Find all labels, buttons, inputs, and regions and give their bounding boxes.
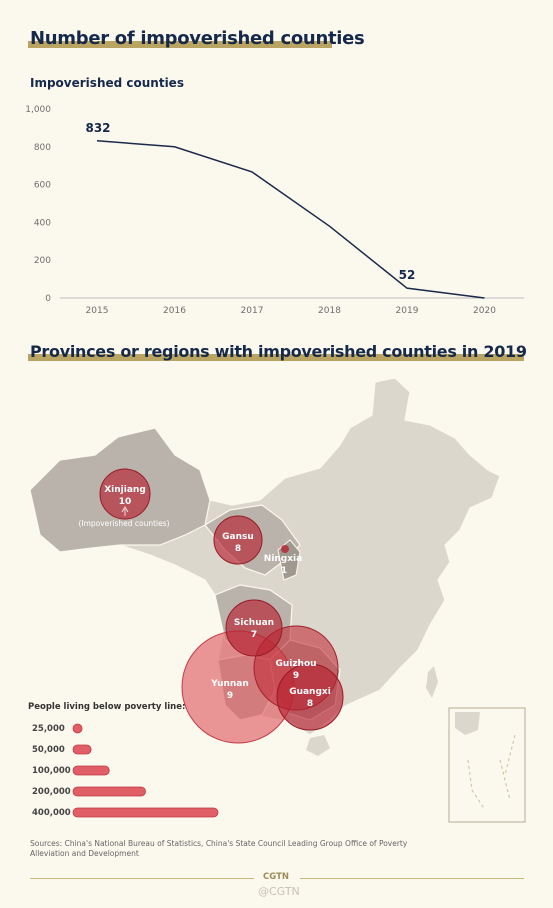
label-gansu-count: 8	[235, 544, 241, 554]
footer-logo: CGTN	[263, 872, 289, 882]
legend-title: People living below poverty line:	[28, 702, 186, 712]
x-tick-label: 2015	[86, 306, 109, 316]
footer-divider-right	[300, 878, 524, 879]
y-tick-label: 200	[34, 256, 51, 266]
y-tick-label: 1,000	[25, 105, 51, 115]
legend-label-1: 25,000	[32, 724, 65, 734]
x-tick-label: 2019	[396, 306, 419, 316]
label-gansu-name: Gansu	[222, 532, 254, 542]
legend-bar	[72, 786, 146, 797]
y-tick-label: 400	[34, 218, 51, 228]
bubble-guangxi	[276, 663, 344, 731]
x-tick-label: 2016	[163, 306, 186, 316]
label-xinjiang-name: Xinjiang	[104, 485, 146, 495]
legend-label-4: 200,000	[32, 787, 71, 797]
data-label-2019: 52	[399, 268, 416, 282]
label-ningxia-name: Ningxia	[264, 554, 302, 564]
label-sichuan-count: 7	[251, 630, 257, 640]
y-tick-label: 800	[34, 143, 51, 153]
bubble-ningxia	[281, 545, 289, 553]
watermark: @CGTN	[258, 885, 300, 898]
data-label-2015: 832	[85, 121, 110, 135]
bubble-sichuan	[225, 599, 283, 657]
legend-bar	[72, 765, 110, 776]
xinjiang-arrow-head	[121, 506, 129, 513]
section2-title: Provinces or regions with impoverished c…	[30, 342, 527, 361]
unit-note: (Impoverished counties)	[78, 519, 169, 528]
bubble-xinjiang	[99, 468, 151, 520]
bubble-gansu	[213, 515, 263, 565]
legend-bar	[72, 723, 83, 734]
series-line	[96, 140, 485, 299]
inset-land	[455, 712, 480, 735]
footer-divider-left	[30, 878, 254, 879]
sources-note: Sources: China's National Bureau of Stat…	[30, 839, 408, 858]
x-tick-label: 2017	[241, 306, 264, 316]
y-axis-ticks: 0 200 400 600 800 1,000	[25, 105, 51, 304]
section1-title-underline	[28, 41, 332, 48]
label-guizhou-name: Guizhou	[275, 659, 316, 669]
section1-title: Number of impoverished counties	[30, 28, 365, 49]
inset-boundary	[467, 734, 516, 811]
x-tick-label: 2020	[473, 306, 496, 316]
label-guangxi-name: Guangxi	[289, 687, 331, 697]
label-guizhou-count: 9	[293, 671, 299, 681]
label-guangxi-count: 8	[307, 699, 313, 709]
y-tick-label: 0	[45, 294, 51, 304]
legend-bar	[72, 744, 92, 755]
section2-title-underline	[28, 354, 524, 361]
legend-label-3: 100,000	[32, 766, 71, 776]
taiwan-island	[426, 666, 438, 698]
label-yunnan-name: Yunnan	[210, 679, 249, 689]
legend-label-5: 400,000	[32, 808, 71, 818]
y-axis-title: Impoverished counties	[30, 76, 184, 90]
hainan-island	[306, 735, 330, 756]
legend-label-2: 50,000	[32, 745, 65, 755]
legend-bars	[72, 723, 219, 818]
x-axis-ticks: 2015 2016 2017 2018 2019 2020	[86, 306, 497, 316]
label-sichuan-name: Sichuan	[234, 618, 274, 628]
label-xinjiang-count: 10	[119, 497, 132, 507]
south-china-sea-inset	[448, 707, 526, 823]
label-ningxia-count: 1	[281, 566, 287, 576]
x-tick-label: 2018	[318, 306, 341, 316]
legend-bar	[72, 807, 219, 818]
y-tick-label: 600	[34, 181, 51, 191]
label-yunnan-count: 9	[227, 691, 233, 701]
